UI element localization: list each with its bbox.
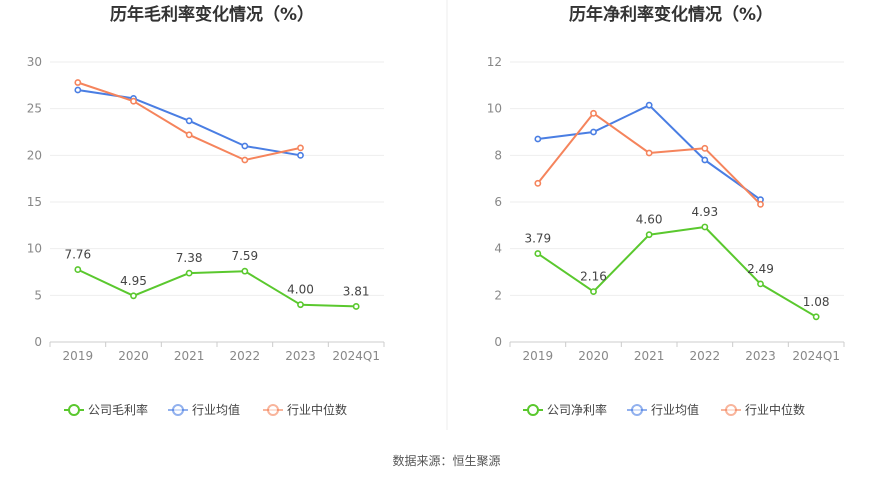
data-label: 3.79 xyxy=(524,232,551,246)
x-tick-label: 2019 xyxy=(63,349,94,363)
legend-label: 行业中位数 xyxy=(745,402,805,417)
chart-title: 历年毛利率变化情况（%） xyxy=(110,4,314,25)
data-label: 1.08 xyxy=(803,295,830,309)
data-point xyxy=(130,97,137,105)
data-label: 4.95 xyxy=(120,274,147,288)
y-tick-label: 4 xyxy=(494,242,502,256)
y-tick-label: 0 xyxy=(494,335,502,349)
data-point xyxy=(701,156,709,164)
y-tick-label: 6 xyxy=(494,195,502,209)
legend-label: 公司净利率 xyxy=(547,402,607,417)
data-label: 4.93 xyxy=(691,205,718,219)
data-point xyxy=(130,292,137,300)
data-point xyxy=(812,313,820,321)
data-source-note: 数据来源：恒生聚源 xyxy=(392,454,501,468)
data-label: 7.38 xyxy=(176,251,203,265)
data-point xyxy=(74,79,82,86)
chart-panel-2: 历年净利率变化情况（%） 0 2 4 6 8 10 12 2019 2020 2021 2022 202… xyxy=(487,4,845,417)
y-tick-label: 5 xyxy=(34,288,42,302)
data-point xyxy=(701,144,709,152)
data-point xyxy=(645,231,653,239)
data-point xyxy=(185,269,193,277)
data-point xyxy=(534,135,542,143)
x-tick-label: 2022 xyxy=(690,349,721,363)
data-point xyxy=(74,266,82,273)
data-label: 4.00 xyxy=(287,283,314,297)
data-point xyxy=(701,223,709,231)
legend-swatch-marker xyxy=(631,404,643,416)
legend-swatch-marker xyxy=(527,404,539,416)
series-line-2 xyxy=(537,112,762,206)
x-tick-label: 2019 xyxy=(523,349,554,363)
y-tick-label: 20 xyxy=(27,148,42,162)
y-tick-label: 10 xyxy=(27,242,42,256)
x-tick-label: 2024Q1 xyxy=(792,349,840,363)
series-line-0 xyxy=(77,268,357,308)
data-point xyxy=(297,144,304,152)
legend-label: 行业均值 xyxy=(651,402,699,417)
data-point xyxy=(352,303,360,310)
x-tick-label: 2020 xyxy=(118,349,149,363)
x-tick-label: 2021 xyxy=(174,349,205,363)
data-point xyxy=(185,117,193,125)
data-label: 2.16 xyxy=(580,270,607,284)
legend-label: 行业中位数 xyxy=(287,402,347,417)
data-point xyxy=(297,301,304,309)
series-line-0 xyxy=(537,226,817,318)
y-tick-label: 0 xyxy=(34,335,42,349)
x-tick-label: 2022 xyxy=(230,349,261,363)
legend-label: 行业均值 xyxy=(192,402,240,417)
data-point xyxy=(241,142,249,150)
data-point xyxy=(241,156,249,164)
data-point xyxy=(590,288,597,295)
legend-swatch-marker xyxy=(267,404,279,416)
y-tick-label: 25 xyxy=(27,102,42,116)
x-tick-label: 2023 xyxy=(745,349,776,363)
y-tick-label: 2 xyxy=(494,288,502,302)
legend-label: 公司毛利率 xyxy=(88,402,148,417)
data-label: 4.60 xyxy=(636,213,663,227)
data-point xyxy=(645,101,653,109)
data-point xyxy=(757,280,764,288)
y-tick-label: 30 xyxy=(27,55,42,69)
data-point xyxy=(534,250,542,257)
legend-swatch-marker xyxy=(68,404,80,416)
data-point xyxy=(590,128,597,136)
x-tick-label: 2021 xyxy=(634,349,665,363)
data-point xyxy=(185,131,193,139)
x-tick-label: 2020 xyxy=(578,349,609,363)
y-tick-label: 8 xyxy=(494,148,502,162)
y-tick-label: 10 xyxy=(487,102,502,116)
chart-title: 历年净利率变化情况（%） xyxy=(569,4,773,25)
data-point xyxy=(297,151,304,159)
x-tick-label: 2023 xyxy=(285,349,316,363)
y-tick-label: 12 xyxy=(487,55,502,69)
x-tick-label: 2024Q1 xyxy=(332,349,380,363)
data-label: 7.76 xyxy=(64,248,91,262)
data-point xyxy=(74,86,82,94)
legend-swatch-marker xyxy=(172,404,184,416)
y-tick-label: 15 xyxy=(27,195,42,209)
data-label: 7.59 xyxy=(231,249,258,263)
chart-panel-1: 历年毛利率变化情况（%） 0 5 10 15 20 25 30 2019 2020 2021 2022… xyxy=(27,4,385,417)
data-point xyxy=(590,109,597,117)
data-label: 2.49 xyxy=(747,262,774,276)
legend-swatch-marker xyxy=(725,404,737,416)
data-point xyxy=(757,200,764,208)
data-point xyxy=(645,149,653,157)
data-point xyxy=(534,179,542,187)
data-label: 3.81 xyxy=(343,284,370,298)
data-point xyxy=(241,267,249,275)
